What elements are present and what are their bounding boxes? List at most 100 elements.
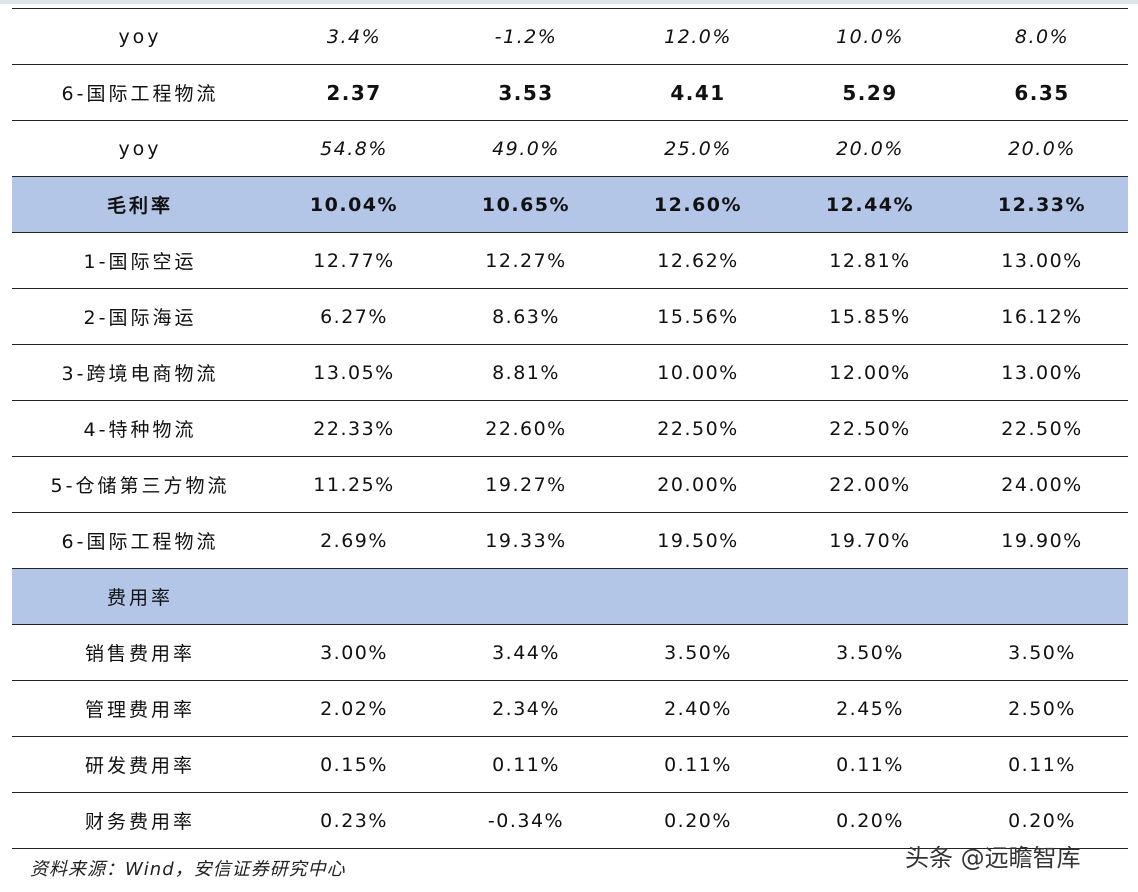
cell: 3.44% <box>440 624 612 681</box>
table-row: 毛利率 10.04% 10.65% 12.60% 12.44% 12.33% <box>12 176 1128 233</box>
cell: 2.37 <box>268 64 440 121</box>
cell: 16.12% <box>956 288 1128 345</box>
cell: 10.04% <box>268 176 440 233</box>
cell: 2.45% <box>784 680 956 737</box>
table-row: 5-仓储第三方物流 11.25% 19.27% 20.00% 22.00% 24.00% <box>12 456 1128 513</box>
cell: 12.60% <box>612 176 784 233</box>
cell: 13.00% <box>956 344 1128 401</box>
table-row: 4-特种物流 22.33% 22.60% 22.50% 22.50% 22.50% <box>12 400 1128 457</box>
row-label: 财务费用率 <box>12 792 268 849</box>
cell: 22.33% <box>268 400 440 457</box>
cell: 25.0% <box>612 120 784 177</box>
table-row: yoy 54.8% 49.0% 25.0% 20.0% 20.0% <box>12 120 1128 177</box>
cell: 10.65% <box>440 176 612 233</box>
table-row: 费用率 <box>12 568 1128 625</box>
cell: 8.81% <box>440 344 612 401</box>
cell: 0.15% <box>268 736 440 793</box>
cell: 22.50% <box>784 400 956 457</box>
cell: 3.50% <box>956 624 1128 681</box>
row-label: 5-仓储第三方物流 <box>12 456 268 513</box>
data-table: yoy 3.4% -1.2% 12.0% 10.0% 8.0% 6-国际工程物流 2.37 3.… <box>12 8 1128 849</box>
cell: 12.0% <box>612 8 784 65</box>
cell: 10.0% <box>784 8 956 65</box>
cell: 4.41 <box>612 64 784 121</box>
cell: 20.00% <box>612 456 784 513</box>
cell: 2.40% <box>612 680 784 737</box>
cell: 3.4% <box>268 8 440 65</box>
cell: 12.77% <box>268 232 440 289</box>
cell: 8.0% <box>956 8 1128 65</box>
cell: 12.27% <box>440 232 612 289</box>
row-label: 6-国际工程物流 <box>12 64 268 121</box>
top-bar <box>0 0 1138 4</box>
cell: 22.50% <box>956 400 1128 457</box>
cell: 13.00% <box>956 232 1128 289</box>
cell: 19.90% <box>956 512 1128 569</box>
cell: 20.0% <box>956 120 1128 177</box>
cell: 12.44% <box>784 176 956 233</box>
table-row: 3-跨境电商物流 13.05% 8.81% 10.00% 12.00% 13.00% <box>12 344 1128 401</box>
cell: 0.11% <box>612 736 784 793</box>
row-label: 费用率 <box>12 568 1128 625</box>
row-label: 毛利率 <box>12 176 268 233</box>
cell: 0.20% <box>784 792 956 849</box>
watermark: 头条 @远瞻智库 <box>905 844 1081 872</box>
cell: 6.35 <box>956 64 1128 121</box>
cell: 49.0% <box>440 120 612 177</box>
table-row: 1-国际空运 12.77% 12.27% 12.62% 12.81% 13.00% <box>12 232 1128 289</box>
cell: 0.23% <box>268 792 440 849</box>
row-label: 4-特种物流 <box>12 400 268 457</box>
cell: 0.20% <box>612 792 784 849</box>
row-label: 研发费用率 <box>12 736 268 793</box>
cell: 15.85% <box>784 288 956 345</box>
cell: 11.25% <box>268 456 440 513</box>
table-row: 销售费用率 3.00% 3.44% 3.50% 3.50% 3.50% <box>12 624 1128 681</box>
table-row: 财务费用率 0.23% -0.34% 0.20% 0.20% 0.20% <box>12 792 1128 849</box>
cell: 12.81% <box>784 232 956 289</box>
table-row: 研发费用率 0.15% 0.11% 0.11% 0.11% 0.11% <box>12 736 1128 793</box>
row-label: 1-国际空运 <box>12 232 268 289</box>
row-label: yoy <box>12 120 268 177</box>
cell: 2.69% <box>268 512 440 569</box>
cell: 22.50% <box>612 400 784 457</box>
table-row: 2-国际海运 6.27% 8.63% 15.56% 15.85% 16.12% <box>12 288 1128 345</box>
row-label: 销售费用率 <box>12 624 268 681</box>
cell: 2.02% <box>268 680 440 737</box>
cell: 19.33% <box>440 512 612 569</box>
row-label: 3-跨境电商物流 <box>12 344 268 401</box>
cell: 0.11% <box>784 736 956 793</box>
cell: 0.20% <box>956 792 1128 849</box>
cell: 2.34% <box>440 680 612 737</box>
cell: 2.50% <box>956 680 1128 737</box>
cell: 0.11% <box>440 736 612 793</box>
cell: 12.62% <box>612 232 784 289</box>
cell: -1.2% <box>440 8 612 65</box>
cell: -0.34% <box>440 792 612 849</box>
row-label: 管理费用率 <box>12 680 268 737</box>
cell: 8.63% <box>440 288 612 345</box>
cell: 3.53 <box>440 64 612 121</box>
cell: 19.50% <box>612 512 784 569</box>
cell: 12.33% <box>956 176 1128 233</box>
cell: 19.70% <box>784 512 956 569</box>
cell: 12.00% <box>784 344 956 401</box>
cell: 20.0% <box>784 120 956 177</box>
cell: 19.27% <box>440 456 612 513</box>
row-label: yoy <box>12 8 268 65</box>
cell: 0.11% <box>956 736 1128 793</box>
cell: 5.29 <box>784 64 956 121</box>
table-row: yoy 3.4% -1.2% 12.0% 10.0% 8.0% <box>12 8 1128 65</box>
table-row: 管理费用率 2.02% 2.34% 2.40% 2.45% 2.50% <box>12 680 1128 737</box>
source-note: 资料来源：Wind，安信证券研究中心 <box>30 859 346 880</box>
cell: 10.00% <box>612 344 784 401</box>
table-row: 6-国际工程物流 2.69% 19.33% 19.50% 19.70% 19.90% <box>12 512 1128 569</box>
cell: 6.27% <box>268 288 440 345</box>
cell: 54.8% <box>268 120 440 177</box>
cell: 24.00% <box>956 456 1128 513</box>
cell: 22.00% <box>784 456 956 513</box>
row-label: 6-国际工程物流 <box>12 512 268 569</box>
cell: 3.50% <box>784 624 956 681</box>
cell: 3.00% <box>268 624 440 681</box>
cell: 22.60% <box>440 400 612 457</box>
